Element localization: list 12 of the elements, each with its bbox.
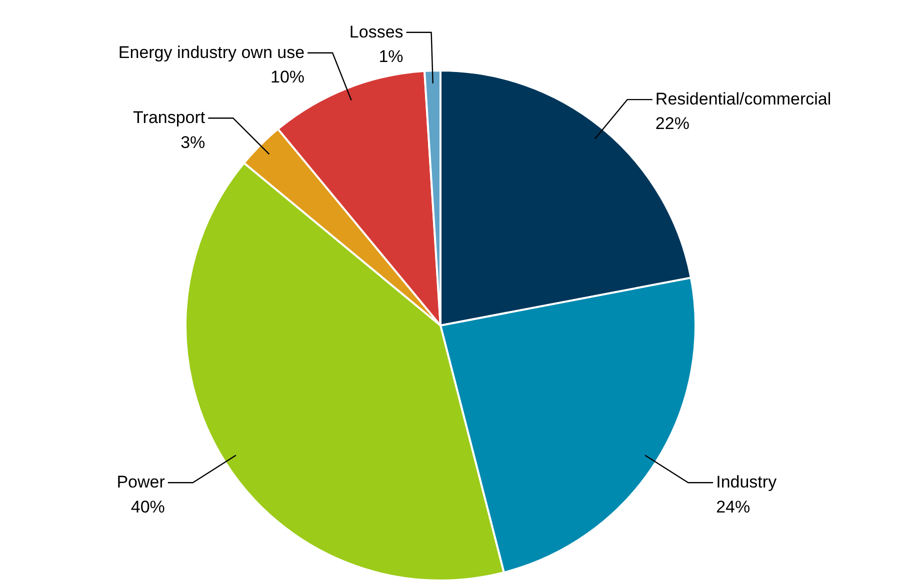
data-label: 24% (716, 497, 750, 516)
data-label: 3% (180, 132, 206, 152)
data-label: 1% (378, 47, 404, 66)
slice-label: Losses (349, 22, 404, 42)
slice-label: Energy industry own use (118, 42, 305, 62)
data-label: 10% (270, 68, 305, 87)
slice-label: Power (116, 472, 166, 492)
slice-label: Transport (133, 108, 206, 128)
data-label: 40% (130, 497, 165, 516)
slice-label: Residential/commercial (655, 90, 832, 109)
slice-label: Industry (716, 472, 778, 492)
data-label: 22% (655, 114, 690, 134)
